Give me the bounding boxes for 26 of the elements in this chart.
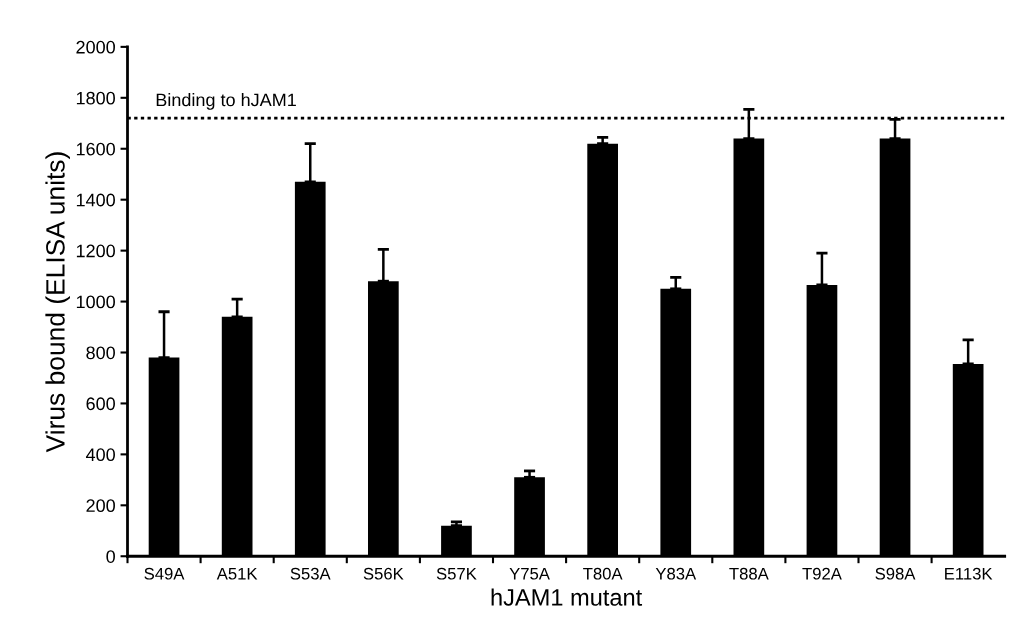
y-tick-label: 1000	[76, 295, 115, 309]
y-tick-label: 1200	[76, 244, 115, 258]
x-tick-label: T88A	[729, 567, 769, 580]
x-tick-label: Y83A	[655, 567, 697, 580]
y-tick-label: 600	[86, 397, 115, 411]
x-tick-label: S56K	[363, 567, 404, 580]
x-tick-label: E113K	[945, 567, 993, 580]
y-tick-label: 0	[106, 550, 115, 563]
x-tick-label: S49A	[144, 567, 185, 580]
y-tick-label: 1400	[76, 193, 115, 207]
x-tick-label: T92A	[802, 567, 842, 580]
y-tick-label: 1600	[76, 142, 115, 156]
x-tick-label: Y75A	[509, 567, 550, 580]
x-tick-label: T80A	[583, 567, 623, 580]
y-tick-label: 800	[86, 346, 115, 360]
x-tick-label: S98A	[875, 567, 916, 580]
y-tick-label: 400	[85, 448, 115, 462]
x-axis-title: hJAM1 mutant	[491, 588, 643, 606]
y-tick-label: 2000	[76, 40, 115, 54]
y-tick-label: 1800	[76, 91, 115, 105]
x-tick-label: S53A	[290, 567, 331, 580]
x-tick-label: A51K	[216, 567, 258, 580]
y-axis-title: Virus bound (ELISA units)	[45, 152, 70, 453]
y-tick-label: 200	[86, 499, 115, 513]
x-tick-label: S57K	[436, 567, 477, 580]
ref-line-label: Binding to hJAM1	[156, 93, 296, 110]
